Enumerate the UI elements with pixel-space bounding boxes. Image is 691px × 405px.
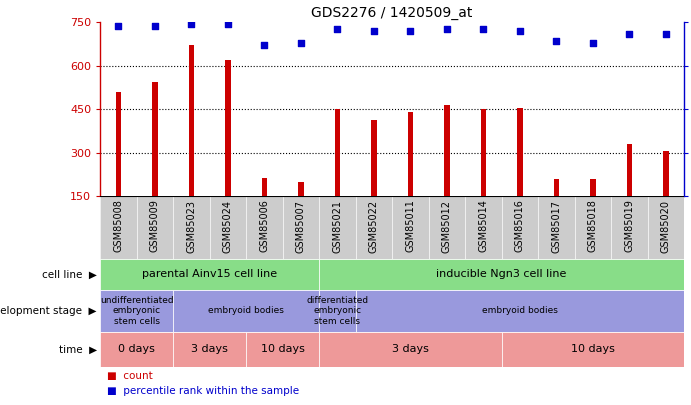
FancyBboxPatch shape: [100, 290, 173, 332]
Bar: [408, 112, 413, 196]
Text: time  ▶: time ▶: [59, 344, 97, 354]
Text: GSM85023: GSM85023: [187, 200, 196, 253]
Point: [405, 28, 416, 34]
Bar: [334, 109, 340, 196]
FancyBboxPatch shape: [100, 332, 173, 367]
Title: GDS2276 / 1420509_at: GDS2276 / 1420509_at: [312, 6, 473, 20]
FancyBboxPatch shape: [173, 332, 246, 367]
Text: 10 days: 10 days: [261, 344, 305, 354]
Bar: [663, 151, 669, 196]
Text: GSM85022: GSM85022: [369, 200, 379, 253]
Text: embryoid bodies: embryoid bodies: [482, 306, 558, 315]
FancyBboxPatch shape: [319, 332, 502, 367]
Point: [478, 26, 489, 32]
Point: [514, 28, 525, 34]
Point: [551, 38, 562, 45]
Text: development stage  ▶: development stage ▶: [0, 306, 97, 316]
Bar: [553, 179, 559, 196]
FancyBboxPatch shape: [319, 290, 356, 332]
Point: [442, 26, 453, 32]
Point: [223, 21, 234, 27]
Text: undifferentiated
embryonic
stem cells: undifferentiated embryonic stem cells: [100, 296, 173, 326]
Point: [295, 40, 306, 47]
Text: GSM85020: GSM85020: [661, 200, 671, 253]
Bar: [517, 108, 522, 196]
Text: 0 days: 0 days: [118, 344, 155, 354]
Bar: [590, 179, 596, 196]
Bar: [262, 177, 267, 196]
Bar: [371, 119, 377, 196]
Text: GSM85017: GSM85017: [551, 200, 561, 253]
Text: GSM85012: GSM85012: [442, 200, 452, 253]
Point: [587, 40, 598, 47]
Text: parental Ainv15 cell line: parental Ainv15 cell line: [142, 269, 277, 279]
Point: [368, 28, 379, 34]
Text: GSM85024: GSM85024: [223, 200, 233, 253]
Bar: [115, 92, 121, 196]
Text: GSM85006: GSM85006: [259, 200, 269, 252]
Point: [113, 23, 124, 29]
Text: GSM85009: GSM85009: [150, 200, 160, 252]
Text: GSM85021: GSM85021: [332, 200, 343, 253]
Text: ■  count: ■ count: [107, 371, 153, 381]
Text: ■  percentile rank within the sample: ■ percentile rank within the sample: [107, 386, 299, 396]
Bar: [152, 82, 158, 196]
Text: cell line  ▶: cell line ▶: [42, 269, 97, 279]
Text: GSM85014: GSM85014: [478, 200, 489, 252]
Bar: [299, 182, 303, 196]
FancyBboxPatch shape: [246, 332, 319, 367]
Point: [332, 26, 343, 32]
FancyBboxPatch shape: [356, 290, 684, 332]
Point: [661, 31, 672, 38]
Text: differentiated
embryonic
stem cells: differentiated embryonic stem cells: [306, 296, 368, 326]
Point: [259, 42, 270, 48]
FancyBboxPatch shape: [100, 259, 319, 290]
Bar: [627, 144, 632, 196]
Text: embryoid bodies: embryoid bodies: [208, 306, 284, 315]
Text: GSM85018: GSM85018: [588, 200, 598, 252]
Bar: [481, 109, 486, 196]
Text: GSM85007: GSM85007: [296, 200, 306, 253]
Text: GSM85019: GSM85019: [625, 200, 634, 252]
Bar: [444, 105, 450, 196]
Text: 10 days: 10 days: [571, 344, 615, 354]
Point: [149, 23, 160, 29]
Text: 3 days: 3 days: [191, 344, 228, 354]
Text: 3 days: 3 days: [392, 344, 429, 354]
Text: GSM85011: GSM85011: [406, 200, 415, 252]
Point: [186, 21, 197, 27]
Text: inducible Ngn3 cell line: inducible Ngn3 cell line: [437, 269, 567, 279]
FancyBboxPatch shape: [319, 259, 684, 290]
FancyBboxPatch shape: [173, 290, 319, 332]
Bar: [189, 45, 194, 196]
Text: GSM85008: GSM85008: [113, 200, 124, 252]
FancyBboxPatch shape: [502, 332, 684, 367]
Text: GSM85016: GSM85016: [515, 200, 525, 252]
Point: [624, 31, 635, 38]
Bar: [225, 60, 231, 196]
